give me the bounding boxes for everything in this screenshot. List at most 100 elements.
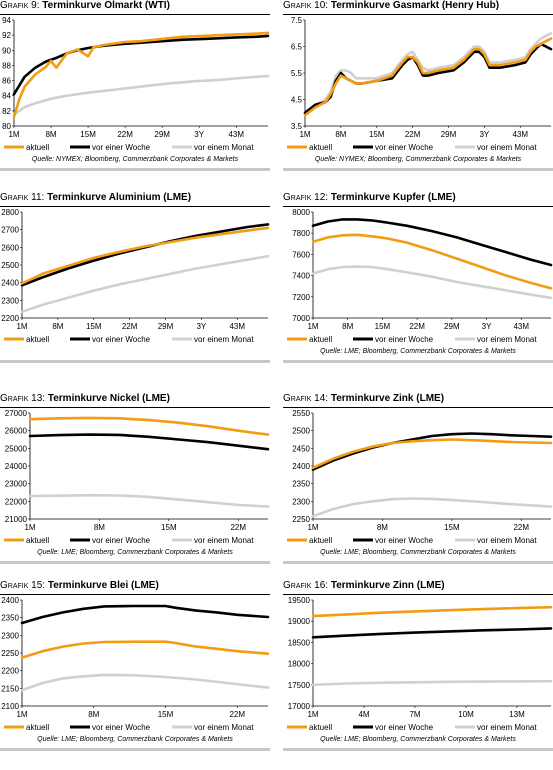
title-rule [283, 14, 553, 15]
series-line-woche [311, 627, 553, 639]
chart-plot: 21000 22000 23000 24000 25000 26000 27000 1M 8M 1… [4, 409, 270, 545]
legend-label: aktuell [309, 536, 332, 545]
chart-source: Quelle: LME; Bloomberg, Commerzbank Corp… [320, 348, 516, 355]
x-tick-label: 1M [16, 322, 27, 331]
chart-title-text: Terminkurve Aluminium (LME) [44, 192, 192, 203]
series-line-monat [311, 679, 553, 687]
chart-title: Grafik 13: Terminkurve Nickel (LME) [0, 393, 170, 404]
x-tick-label: 22M [230, 523, 246, 532]
legend-label: vor einem Monat [477, 143, 537, 152]
chart-title: Grafik 10: Terminkurve Gasmarkt (Henry H… [283, 0, 499, 11]
bottom-rule [283, 748, 553, 751]
chart-number: Grafik 16: [283, 580, 329, 591]
chart-panel: Grafik 13: Terminkurve Nickel (LME) 21000… [0, 393, 270, 583]
chart-number: Grafik 12: [283, 192, 329, 203]
title-rule [0, 14, 270, 15]
y-tick-label: 2300 [1, 296, 19, 305]
y-tick-label: 4.5 [291, 96, 303, 105]
series-line-woche [28, 433, 270, 451]
x-tick-label: 1M [24, 523, 35, 532]
y-tick-label: 2500 [292, 427, 310, 436]
y-tick-label: 19500 [288, 596, 311, 605]
y-tick-label: 2200 [1, 667, 19, 676]
chart-panel: Grafik 14: Terminkurve Zink (LME) 2250 230… [283, 393, 553, 583]
series-line-monat [12, 74, 270, 116]
y-tick-label: 2400 [1, 596, 19, 605]
chart-number: Grafik 14: [283, 393, 329, 404]
x-tick-label: 43M [229, 322, 245, 331]
chart-panel: Grafik 16: Terminkurve Zinn (LME) 17000 17… [283, 580, 553, 770]
y-tick-label: 18000 [288, 660, 311, 669]
y-tick-label: 80 [2, 122, 11, 131]
y-tick-label: 86 [2, 77, 11, 86]
bottom-rule [0, 561, 270, 564]
chart-panel: Grafik 10: Terminkurve Gasmarkt (Henry H… [283, 0, 553, 190]
legend-label: vor einem Monat [194, 536, 254, 545]
y-tick-label: 3.5 [291, 122, 303, 131]
chart-title: Grafik 16: Terminkurve Zinn (LME) [283, 580, 445, 591]
x-tick-label: 1M [16, 710, 27, 719]
x-tick-label: 4M [358, 710, 369, 719]
series-line-woche [303, 42, 553, 115]
y-tick-label: 8000 [292, 208, 310, 217]
x-tick-label: 8M [335, 130, 346, 139]
chart-panel: Grafik 11: Terminkurve Aluminium (LME) 22… [0, 192, 270, 382]
x-tick-label: 15M [369, 130, 385, 139]
x-tick-label: 29M [441, 130, 457, 139]
y-tick-label: 19000 [288, 617, 311, 626]
y-tick-label: 18500 [288, 638, 311, 647]
y-tick-label: 2250 [292, 515, 310, 524]
x-tick-label: 7M [409, 710, 420, 719]
y-tick-label: 2300 [292, 497, 310, 506]
series-line-monat [28, 493, 270, 508]
bottom-rule [283, 168, 553, 171]
y-tick-label: 27000 [5, 409, 28, 418]
chart-title: Grafik 14: Terminkurve Zink (LME) [283, 393, 444, 404]
y-tick-label: 24000 [5, 462, 28, 471]
chart-title: Grafik 9: Terminkurve Ölmarkt (WTI) [0, 0, 170, 11]
chart-title-text: Terminkurve Nickel (LME) [45, 393, 170, 404]
y-tick-label: 90 [2, 46, 11, 55]
chart-source: Quelle: LME; Bloomberg, Commerzbank Corp… [320, 549, 516, 556]
y-tick-label: 94 [2, 16, 11, 25]
y-tick-label: 7600 [292, 250, 310, 259]
chart-plot: 2200 2300 2400 2500 2600 2700 2800 1M 8M 15M 22M 29… [1, 208, 270, 344]
series-line-aktuell [28, 416, 270, 436]
title-rule [0, 206, 270, 207]
x-tick-label: 15M [80, 130, 96, 139]
x-tick-label: 10M [458, 710, 474, 719]
legend-label: vor einer Woche [92, 335, 151, 344]
x-tick-label: 1M [8, 130, 19, 139]
y-tick-label: 25000 [5, 444, 28, 453]
y-tick-label: 82 [2, 107, 11, 116]
legend-label: aktuell [26, 335, 49, 344]
series-line-woche [311, 432, 553, 471]
y-tick-label: 7.5 [291, 16, 303, 25]
series-line-aktuell [303, 37, 553, 117]
x-tick-label: 29M [158, 322, 174, 331]
chart-number: Grafik 15: [0, 580, 46, 591]
series-line-aktuell [12, 31, 270, 119]
series-line-aktuell [311, 438, 553, 470]
y-tick-label: 2150 [1, 684, 19, 693]
y-tick-label: 2100 [1, 702, 19, 711]
y-tick-label: 2450 [292, 444, 310, 453]
y-tick-label: 92 [2, 31, 11, 40]
legend-label: aktuell [309, 143, 332, 152]
x-tick-label: 43M [228, 130, 244, 139]
y-tick-label: 7400 [292, 272, 310, 281]
x-tick-label: 29M [444, 322, 460, 331]
series-line-monat [20, 673, 270, 692]
legend-label: vor einem Monat [194, 143, 254, 152]
legend-label: aktuell [309, 335, 332, 344]
x-tick-label: 3Y [482, 322, 492, 331]
x-tick-label: 22M [117, 130, 133, 139]
y-tick-label: 2400 [1, 279, 19, 288]
title-rule [283, 594, 553, 595]
series-line-aktuell [311, 605, 553, 618]
x-tick-label: 15M [444, 523, 460, 532]
x-tick-label: 22M [405, 130, 421, 139]
y-tick-label: 2300 [1, 631, 19, 640]
x-tick-label: 29M [154, 130, 170, 139]
x-tick-label: 22M [122, 322, 138, 331]
